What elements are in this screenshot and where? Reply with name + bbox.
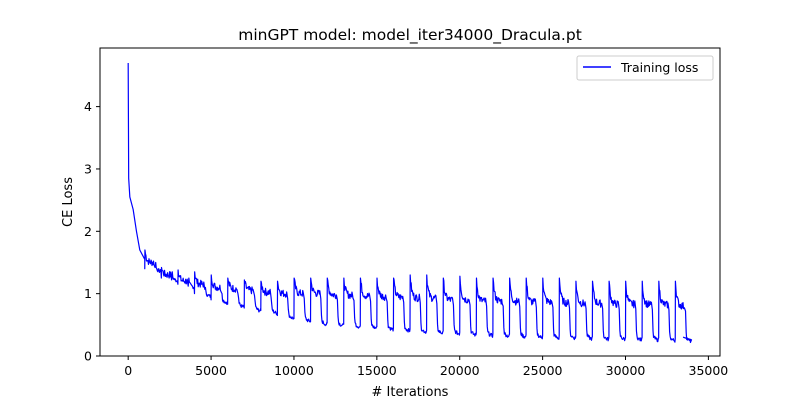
y-tick-label: 4 [84, 99, 92, 114]
legend: Training loss [576, 55, 714, 81]
x-tick-label: 25000 [523, 363, 563, 378]
legend-box [576, 55, 714, 81]
y-tick-label: 0 [84, 349, 92, 364]
x-tick-label: 10000 [274, 363, 314, 378]
y-axis-ticks: 0 1 2 3 4 [84, 99, 100, 364]
plot-area [99, 47, 721, 357]
x-tick-label: 5000 [195, 363, 227, 378]
x-tick-label: 35000 [689, 363, 729, 378]
x-tick-label: 20000 [440, 363, 480, 378]
legend-label: Training loss [620, 60, 698, 75]
x-tick-label: 0 [124, 363, 132, 378]
y-tick-label: 3 [84, 161, 92, 176]
y-tick-label: 1 [84, 286, 92, 301]
x-tick-label: 30000 [606, 363, 646, 378]
axes-frame [99, 47, 721, 357]
x-axis-label: # Iterations [372, 385, 449, 400]
series-line-training-loss [127, 62, 693, 344]
y-tick-label: 2 [84, 224, 92, 239]
chart-title: minGPT model: model_iter34000_Dracula.pt [238, 26, 582, 45]
x-axis-ticks: 0 5000 10000 15000 20000 25000 30000 35000 [124, 356, 728, 378]
y-axis-label: CE Loss [61, 177, 76, 227]
x-tick-label: 15000 [357, 363, 397, 378]
